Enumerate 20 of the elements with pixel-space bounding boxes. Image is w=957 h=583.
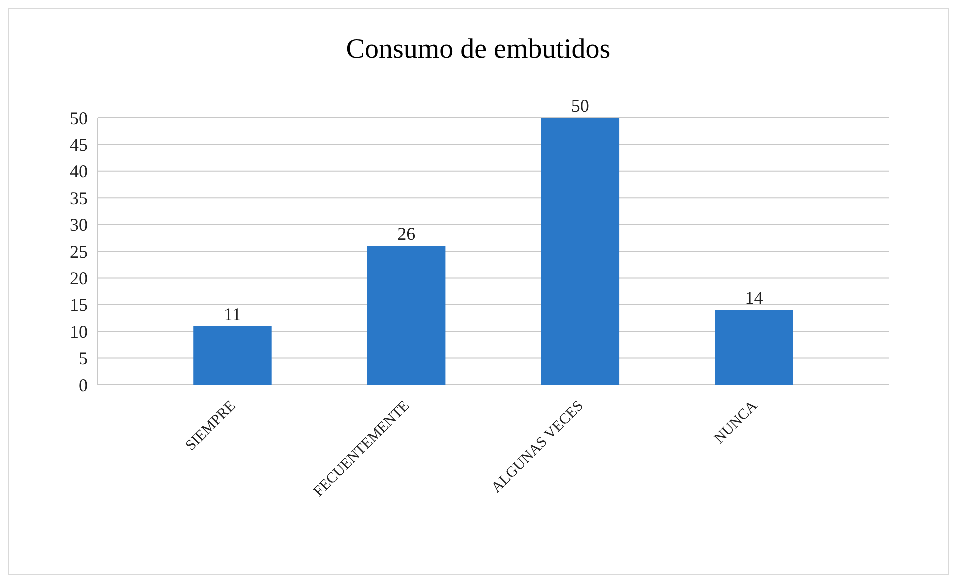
y-tick-label: 5	[79, 348, 88, 369]
y-tick-label: 0	[79, 375, 88, 396]
data-label: 11	[224, 304, 242, 324]
y-tick-label: 25	[70, 242, 88, 262]
y-tick-label: 40	[70, 162, 88, 182]
data-label: 14	[745, 288, 764, 308]
bar	[367, 246, 446, 385]
y-tick-label: 15	[70, 295, 88, 316]
y-tick-label: 10	[70, 322, 88, 342]
y-tick-label: 35	[70, 188, 88, 208]
y-tick-label: 50	[70, 108, 88, 128]
y-tick-label: 45	[70, 135, 88, 155]
y-tick-label: 30	[70, 215, 88, 236]
bar	[194, 326, 272, 385]
bar	[715, 310, 794, 385]
data-label: 26	[398, 224, 416, 244]
y-tick-label: 20	[70, 268, 88, 288]
bar	[541, 118, 620, 385]
data-label: 50	[571, 96, 590, 116]
chart-title: Consumo de embutidos	[346, 34, 611, 65]
